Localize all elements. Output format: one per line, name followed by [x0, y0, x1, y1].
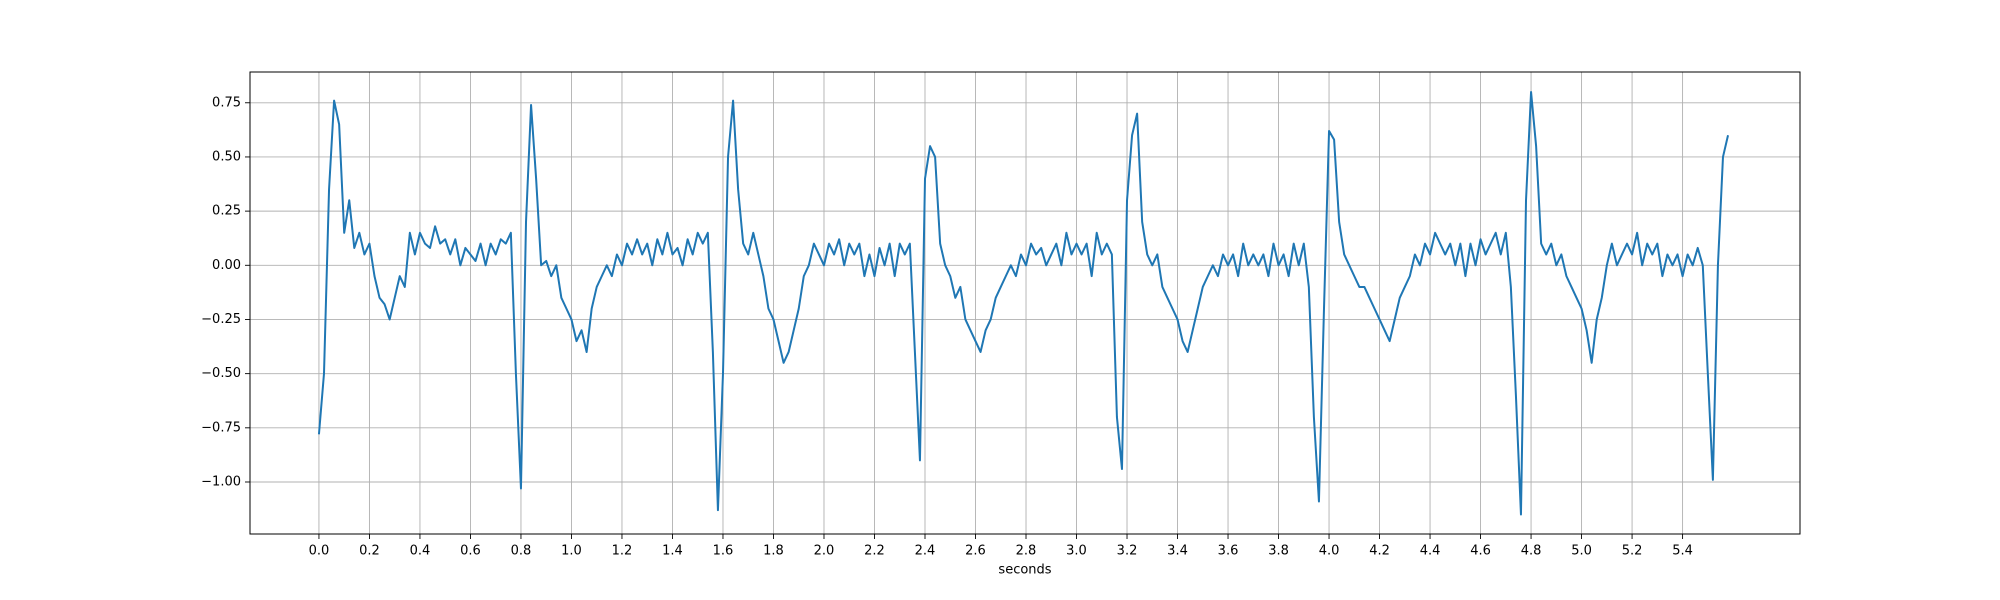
x-tick-label: 3.2 — [1117, 544, 1138, 559]
x-tick-label: 4.6 — [1470, 544, 1491, 559]
x-tick-label: 0.2 — [359, 544, 380, 559]
x-tick-label: 5.4 — [1672, 544, 1693, 559]
x-tick-label: 2.6 — [965, 544, 986, 559]
grid — [250, 72, 1800, 534]
axes-frame — [249, 71, 1801, 535]
y-tick-label: 0.25 — [212, 204, 241, 219]
y-tick-label: −1.00 — [201, 474, 241, 489]
x-tick-label: 0.0 — [309, 544, 330, 559]
y-tick-label: 0.00 — [212, 258, 241, 273]
x-tick-label: 4.4 — [1420, 544, 1441, 559]
x-tick-label: 0.4 — [410, 544, 431, 559]
x-tick-label: 3.4 — [1167, 544, 1188, 559]
data-line — [317, 90, 1730, 516]
x-tick-label: 1.8 — [763, 544, 784, 559]
x-tick-label: 0.6 — [460, 544, 481, 559]
x-tick-label: 4.8 — [1521, 544, 1542, 559]
y-tick-label: −0.75 — [201, 420, 241, 435]
x-tick-label: 1.2 — [612, 544, 633, 559]
x-tick-label: 4.2 — [1369, 544, 1390, 559]
x-tick-label: 3.0 — [1066, 544, 1087, 559]
x-tick-label: 2.8 — [1016, 544, 1037, 559]
x-tick-label: 0.8 — [511, 544, 532, 559]
x-tick-label: 3.8 — [1268, 544, 1289, 559]
plot-area — [317, 90, 1730, 516]
x-axis-label: seconds — [998, 563, 1051, 578]
y-tick-label: 0.50 — [212, 149, 241, 164]
y-tick-label: −0.25 — [201, 312, 241, 327]
x-tick-label: 5.0 — [1571, 544, 1592, 559]
x-tick-label: 2.0 — [814, 544, 835, 559]
y-tick-label: 0.75 — [212, 95, 241, 110]
x-tick-label: 3.6 — [1218, 544, 1239, 559]
y-tick-label: −0.50 — [201, 366, 241, 381]
x-tick-label: 4.0 — [1319, 544, 1340, 559]
x-tick-label: 1.0 — [561, 544, 582, 559]
x-tick-label: 2.4 — [915, 544, 936, 559]
x-tick-label: 2.2 — [864, 544, 885, 559]
x-tick-label: 5.2 — [1622, 544, 1643, 559]
x-tick-label: 1.4 — [662, 544, 683, 559]
x-tick-label: 1.6 — [713, 544, 734, 559]
